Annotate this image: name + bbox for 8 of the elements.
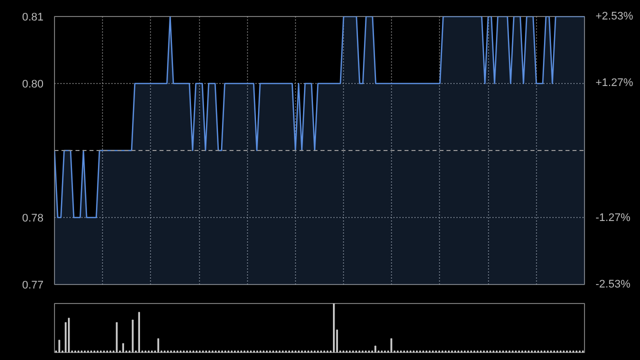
y-tick-label: 0.81 (22, 12, 44, 24)
y2-tick-label: +2.53% (596, 10, 634, 22)
y-tick-label: 0.77 (22, 280, 44, 292)
y-tick-label: 0.78 (22, 212, 44, 224)
y2-tick-label: -2.53% (596, 278, 631, 290)
y2-tick-label: -1.27% (596, 212, 631, 224)
y-tick-label: 0.80 (22, 78, 44, 90)
y2-tick-label: +1.27% (596, 77, 634, 90)
